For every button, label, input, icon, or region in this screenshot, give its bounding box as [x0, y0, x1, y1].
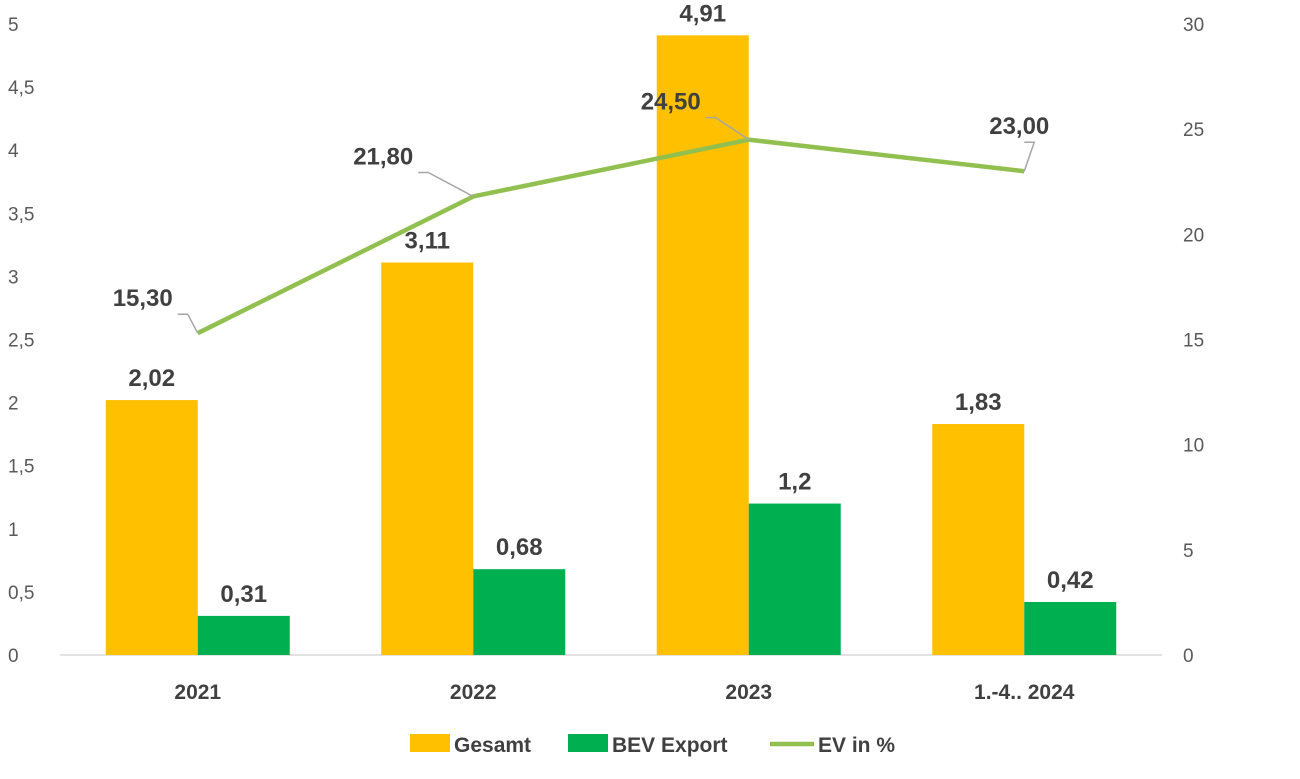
right-tick-label: 30	[1183, 15, 1204, 36]
legend: Gesamt BEV Export EV in %	[410, 734, 895, 757]
left-tick-label: 0,5	[8, 583, 34, 604]
bar-value-label: 0,31	[220, 581, 267, 608]
bar-gesamt	[932, 424, 1025, 655]
legend-label: EV in %	[818, 734, 895, 757]
right-tick-label: 5	[1183, 541, 1194, 562]
category-label: 1.-4.. 2024	[974, 681, 1075, 704]
right-tick-label: 25	[1183, 120, 1204, 141]
legend-label: BEV Export	[612, 734, 728, 757]
line-value-label: 21,80	[353, 143, 413, 170]
left-tick-label: 1	[8, 520, 19, 541]
bar-gesamt	[381, 262, 474, 655]
left-tick-label: 3	[8, 267, 19, 288]
bar-gesamt	[656, 35, 749, 655]
line-ev-in-percent	[196, 137, 1025, 336]
line-value-label: 24,50	[641, 89, 701, 116]
right-tick-label: 0	[1183, 646, 1194, 667]
leader-line	[418, 171, 474, 198]
category-label: 2022	[450, 681, 497, 704]
category-label: 2021	[174, 681, 221, 704]
bar-bev-export	[473, 569, 566, 655]
left-tick-label: 0	[8, 646, 19, 667]
left-tick-label: 3,5	[8, 204, 34, 225]
right-axis: 0 5 10 15 20 25 30	[1183, 15, 1204, 667]
right-tick-label: 15	[1183, 331, 1204, 352]
bar-value-label: 0,42	[1047, 567, 1094, 594]
bar-value-label: 1,83	[955, 389, 1002, 416]
bar-value-label: 3,11	[405, 228, 450, 255]
left-tick-label: 1,5	[8, 457, 34, 478]
left-tick-label: 2,5	[8, 331, 34, 352]
right-tick-label: 20	[1183, 225, 1204, 246]
category-label: 2023	[725, 681, 772, 704]
left-tick-label: 2	[8, 394, 19, 415]
legend-swatch	[410, 734, 450, 752]
line-value-label: 23,00	[989, 113, 1049, 140]
leader-line	[177, 313, 199, 334]
data-labels: 2,02 0,31 3,11 0,68 4,91 1,2 1,83 0,42 15,30 21,8…	[113, 0, 1094, 608]
bar-bev-export	[1024, 601, 1117, 655]
legend-label: Gesamt	[454, 734, 531, 757]
leader-line	[1023, 141, 1036, 172]
right-tick-label: 10	[1183, 436, 1204, 457]
bar-bev-export	[197, 615, 290, 655]
bar-value-label: 4,91	[679, 0, 726, 27]
left-tick-label: 4,5	[8, 78, 34, 99]
left-tick-label: 5	[8, 15, 19, 36]
bar-bev-export	[748, 503, 841, 655]
bar-value-label: 0,68	[496, 534, 543, 561]
left-tick-label: 4	[8, 141, 19, 162]
bar-gesamt	[105, 400, 198, 655]
left-axis: 0 0,5 1 1,5 2 2,5 3 3,5 4 4,5 5	[8, 15, 34, 667]
ev-line	[177, 116, 1036, 336]
bar-value-label: 1,2	[778, 469, 811, 496]
bar-value-label: 2,02	[128, 365, 175, 392]
line-value-label: 15,30	[113, 285, 173, 312]
leader-line	[705, 116, 750, 141]
bars	[105, 35, 1117, 655]
category-labels: 2021 2022 2023 1.-4.. 2024	[174, 681, 1074, 704]
legend-swatch	[568, 734, 608, 752]
